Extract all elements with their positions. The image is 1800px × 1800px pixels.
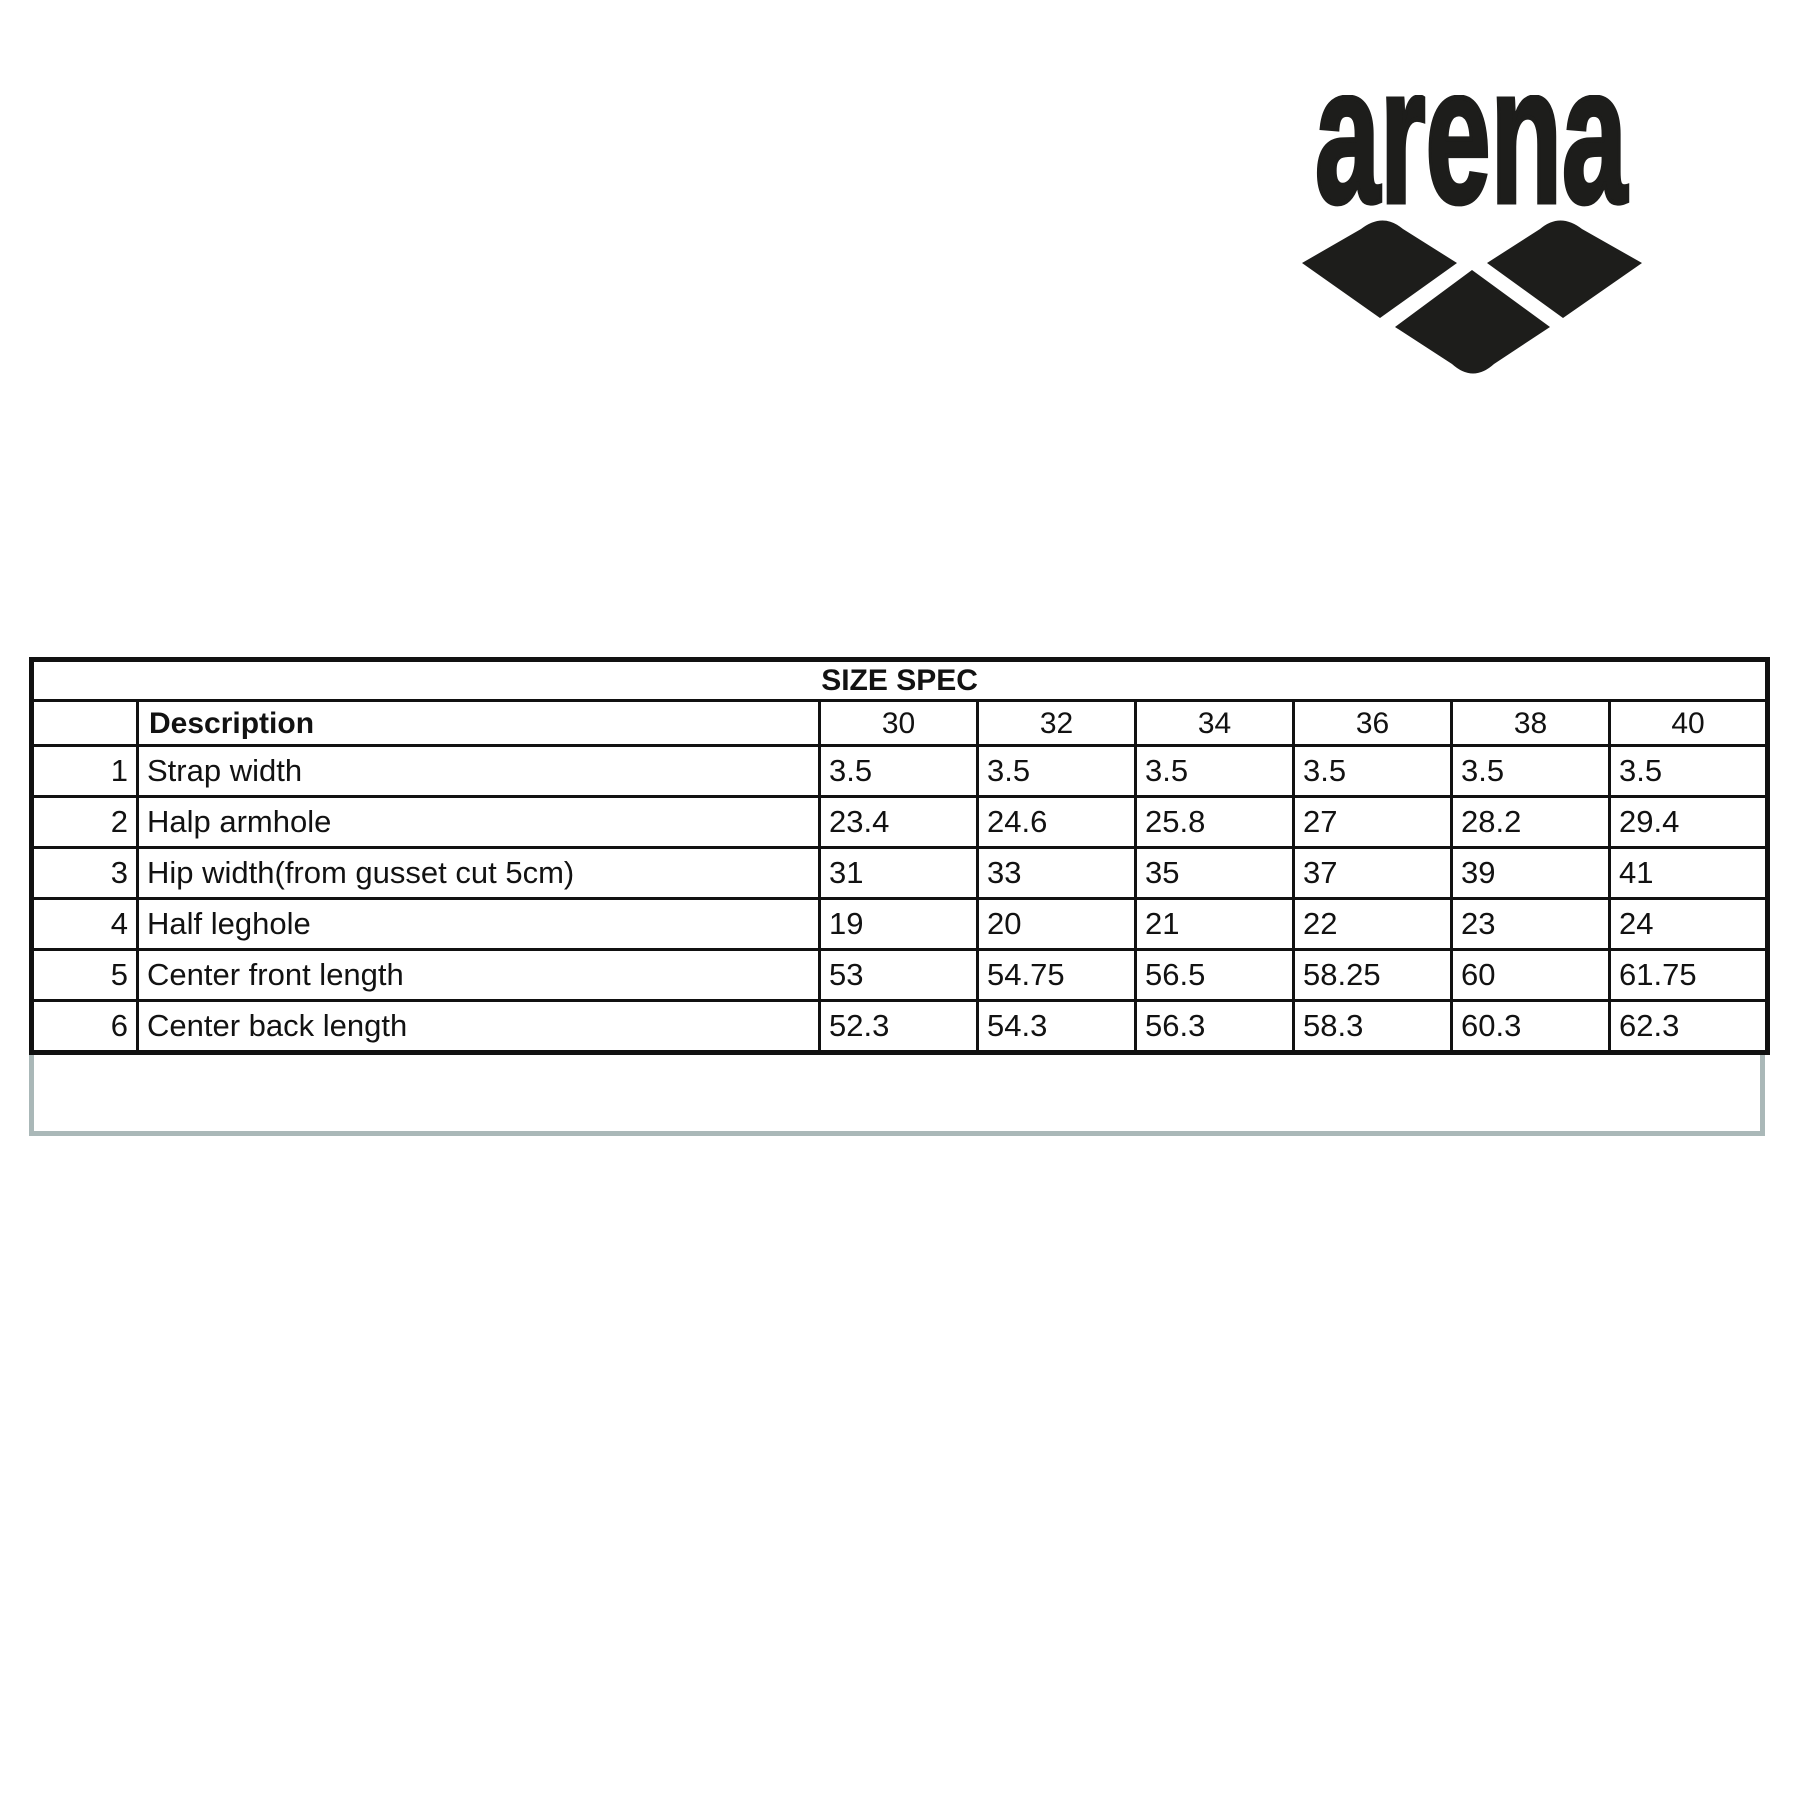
size-value: 24.6 — [976, 795, 1137, 849]
size-value: 21 — [1134, 897, 1295, 951]
row-description: Hip width(from gusset cut 5cm) — [136, 846, 821, 900]
size-value: 56.5 — [1134, 948, 1295, 1002]
row-description: Strap width — [136, 744, 821, 798]
column-header-size-40: 40 — [1607, 699, 1770, 747]
table-title-row: SIZE SPEC — [29, 658, 1770, 702]
size-value: 33 — [976, 846, 1137, 900]
size-value: 53 — [818, 948, 979, 1002]
row-description: Center front length — [136, 948, 821, 1002]
header-row-number-cell — [30, 699, 139, 747]
size-value: 22 — [1292, 897, 1453, 951]
size-value: 35 — [1134, 846, 1295, 900]
size-value: 58.25 — [1292, 948, 1453, 1002]
table-row: 2 Halp armhole 23.4 24.6 25.8 27 28.2 29… — [30, 795, 1770, 849]
row-description: Center back length — [136, 999, 821, 1054]
size-value: 3.5 — [1134, 744, 1295, 798]
size-value: 31 — [818, 846, 979, 900]
size-value: 27 — [1292, 795, 1453, 849]
size-value: 54.75 — [976, 948, 1137, 1002]
column-header-size-38: 38 — [1450, 699, 1611, 747]
size-value: 25.8 — [1134, 795, 1295, 849]
row-number: 5 — [30, 948, 139, 1002]
arena-diamond-bottom-icon — [1395, 270, 1550, 374]
size-value: 3.5 — [1292, 744, 1453, 798]
table-header-row: Description 30 32 34 36 38 40 — [30, 699, 1770, 747]
column-header-size-36: 36 — [1292, 699, 1453, 747]
row-number: 4 — [30, 897, 139, 951]
size-value: 23.4 — [818, 795, 979, 849]
table-row: 1 Strap width 3.5 3.5 3.5 3.5 3.5 3.5 — [30, 744, 1770, 798]
table-row: 6 Center back length 52.3 54.3 56.3 58.3… — [30, 999, 1770, 1054]
row-description: Halp armhole — [136, 795, 821, 849]
size-value: 54.3 — [976, 999, 1137, 1054]
size-value: 28.2 — [1450, 795, 1611, 849]
size-value: 3.5 — [1607, 744, 1770, 798]
arena-diamond-right-icon — [1487, 220, 1642, 318]
size-value: 23 — [1450, 897, 1611, 951]
row-number: 3 — [30, 846, 139, 900]
column-header-size-32: 32 — [976, 699, 1137, 747]
size-value: 41 — [1607, 846, 1770, 900]
arena-diamond-left-icon — [1302, 220, 1457, 318]
column-header-description: Description — [136, 699, 821, 747]
arena-wordmark: arena — [1315, 95, 1628, 244]
row-description: Half leghole — [136, 897, 821, 951]
table-row: 5 Center front length 53 54.75 56.5 58.2… — [30, 948, 1770, 1002]
size-value: 19 — [818, 897, 979, 951]
size-value: 52.3 — [818, 999, 979, 1054]
row-number: 1 — [30, 744, 139, 798]
size-value: 39 — [1450, 846, 1611, 900]
row-number: 2 — [30, 795, 139, 849]
size-value: 61.75 — [1607, 948, 1770, 1002]
size-spec-sheet: SIZE SPEC Description 30 32 34 36 38 40 … — [29, 657, 1771, 1136]
size-value: 58.3 — [1292, 999, 1453, 1054]
table-title: SIZE SPEC — [29, 658, 1770, 702]
table-row: 3 Hip width(from gusset cut 5cm) 31 33 3… — [30, 846, 1770, 900]
column-header-size-34: 34 — [1134, 699, 1295, 747]
size-value: 20 — [976, 897, 1137, 951]
arena-logo: arena — [1302, 95, 1642, 374]
size-value: 62.3 — [1607, 999, 1770, 1054]
empty-notes-box — [29, 1055, 1765, 1136]
column-header-size-30: 30 — [818, 699, 979, 747]
size-value: 56.3 — [1134, 999, 1295, 1054]
row-number: 6 — [30, 999, 139, 1054]
size-value: 60 — [1450, 948, 1611, 1002]
size-value: 3.5 — [1450, 744, 1611, 798]
table-row: 4 Half leghole 19 20 21 22 23 24 — [30, 897, 1770, 951]
size-spec-table: SIZE SPEC Description 30 32 34 36 38 40 … — [29, 657, 1771, 1055]
size-value: 3.5 — [976, 744, 1137, 798]
size-value: 60.3 — [1450, 999, 1611, 1054]
size-value: 29.4 — [1607, 795, 1770, 849]
size-value: 37 — [1292, 846, 1453, 900]
size-value: 24 — [1607, 897, 1770, 951]
size-value: 3.5 — [818, 744, 979, 798]
